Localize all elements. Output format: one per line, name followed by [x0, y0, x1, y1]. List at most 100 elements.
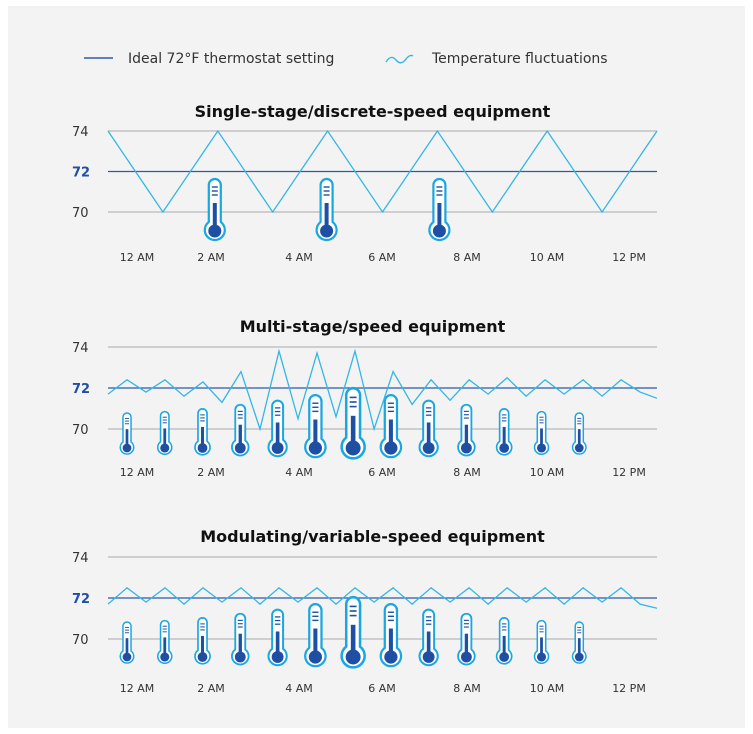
legend-fluct-label: Temperature fluctuations — [431, 51, 608, 67]
thermometer-icon — [495, 408, 513, 456]
thermometer-icon — [119, 621, 135, 664]
thermometer-icon — [418, 399, 439, 458]
thermometer-column — [502, 426, 506, 448]
thermometer-icon — [194, 408, 211, 456]
thermometer-icon — [267, 608, 288, 667]
thermometer-icon — [533, 619, 550, 665]
chart-title: Multi-stage/speed equipment — [240, 317, 506, 336]
x-tick-label: 4 AM — [285, 682, 313, 695]
thermometer-icon — [315, 177, 338, 242]
thermometer-column — [275, 422, 280, 448]
x-tick-label: 8 AM — [453, 466, 481, 479]
x-tick-label: 12 AM — [120, 251, 155, 264]
thermometer-icon — [457, 612, 476, 666]
y-tick-label: 72 — [72, 382, 90, 397]
thermometer-bulb — [197, 652, 208, 662]
thermometer-icon — [304, 393, 327, 459]
thermometer-icon — [418, 608, 439, 667]
thermometer-icon — [571, 621, 587, 664]
fluctuation-line — [107, 129, 658, 214]
thermometer-icon — [428, 177, 451, 242]
thermometer-column — [437, 203, 442, 231]
y-tick-label: 72 — [72, 592, 90, 607]
x-tick-label: 2 AM — [197, 251, 225, 264]
thermometer-icon — [495, 617, 513, 665]
thermometer-column — [313, 628, 318, 657]
thermometer-column — [350, 415, 356, 448]
y-tick-label: 70 — [72, 423, 89, 438]
thermometer-icon — [340, 386, 366, 460]
thermometer-column — [238, 633, 242, 657]
x-tick-label: 6 AM — [368, 251, 396, 264]
legend-fluct-swatch — [385, 54, 414, 64]
x-tick-label: 10 AM — [530, 466, 565, 479]
charts: Single-stage/discrete-speed equipment 70 7… — [72, 102, 658, 695]
thermometer-column — [464, 633, 469, 657]
legend: Ideal 72°F thermostat setting Temperatur… — [84, 51, 608, 67]
thermometer-icon — [304, 602, 327, 668]
thermometer-column — [426, 631, 431, 657]
thermometer-icon — [194, 617, 211, 665]
x-tick-label: 10 AM — [530, 682, 565, 695]
thermometer-column — [577, 429, 581, 448]
thermometer-icon — [379, 602, 403, 668]
x-tick-label: 2 AM — [197, 682, 225, 695]
thermometer-icon — [231, 612, 250, 666]
x-tick-label: 12 PM — [612, 682, 646, 695]
x-tick-label: 6 AM — [368, 682, 396, 695]
chart-2: Multi-stage/speed equipment 70 72 74 12 AM 2 … — [72, 317, 658, 479]
y-tick-label: 74 — [72, 341, 89, 356]
x-tick-label: 12 PM — [612, 251, 646, 264]
thermometer-icon — [267, 399, 288, 458]
thermometer-column — [502, 635, 506, 657]
thermometer-icon — [571, 412, 587, 455]
chart-3: Modulating/variable-speed equipment 70 72 7… — [72, 527, 658, 695]
thermometer-column — [577, 638, 581, 657]
thermometer-icon — [157, 619, 173, 665]
thermometer-icon — [203, 177, 226, 242]
x-tick-label: 12 AM — [120, 682, 155, 695]
thermometer-icon — [119, 412, 135, 455]
x-tick-label: 4 AM — [285, 466, 313, 479]
y-tick-label: 72 — [72, 166, 90, 181]
thermometer-column — [212, 203, 217, 231]
x-tick-label: 12 AM — [120, 466, 155, 479]
thermometer-column — [125, 638, 129, 657]
y-tick-label: 70 — [72, 633, 89, 648]
thermometer-column — [201, 426, 205, 448]
thermometer-icon — [157, 410, 173, 456]
thermometer-icon — [340, 595, 366, 669]
thermometer-icon — [231, 403, 250, 457]
x-tick-label: 2 AM — [197, 466, 225, 479]
x-tick-label: 6 AM — [368, 466, 396, 479]
legend-ideal-label: Ideal 72°F thermostat setting — [128, 51, 334, 67]
thermometer-icon — [533, 410, 550, 456]
thermometer-column — [540, 637, 543, 657]
thermometer-column — [238, 424, 242, 448]
thermometer-column — [163, 637, 167, 657]
x-tick-label: 8 AM — [453, 682, 481, 695]
fluctuation-line — [107, 348, 658, 432]
thermometer-column — [163, 428, 167, 448]
thermometer-column — [125, 429, 129, 448]
thermometer-column — [324, 203, 329, 231]
fluctuation-line — [107, 586, 658, 609]
thermometer-bulb — [234, 651, 246, 663]
thermometer-column — [275, 631, 280, 657]
thermometer-bulb — [499, 652, 510, 662]
chart-title: Modulating/variable-speed equipment — [200, 527, 545, 546]
chart-title: Single-stage/discrete-speed equipment — [195, 102, 551, 121]
x-tick-label: 4 AM — [285, 251, 313, 264]
y-tick-label: 74 — [72, 551, 89, 566]
x-tick-label: 12 PM — [612, 466, 646, 479]
thermometer-icon — [379, 393, 403, 459]
y-tick-label: 74 — [72, 125, 89, 140]
chart-panel — [8, 6, 745, 728]
thermometer-column — [388, 419, 393, 448]
thermometer-column — [464, 424, 469, 448]
thermometer-column — [540, 428, 543, 448]
y-tick-label: 70 — [72, 206, 89, 221]
thermometer-column — [426, 422, 431, 448]
thermometer-column — [201, 635, 205, 657]
x-tick-label: 10 AM — [530, 251, 565, 264]
